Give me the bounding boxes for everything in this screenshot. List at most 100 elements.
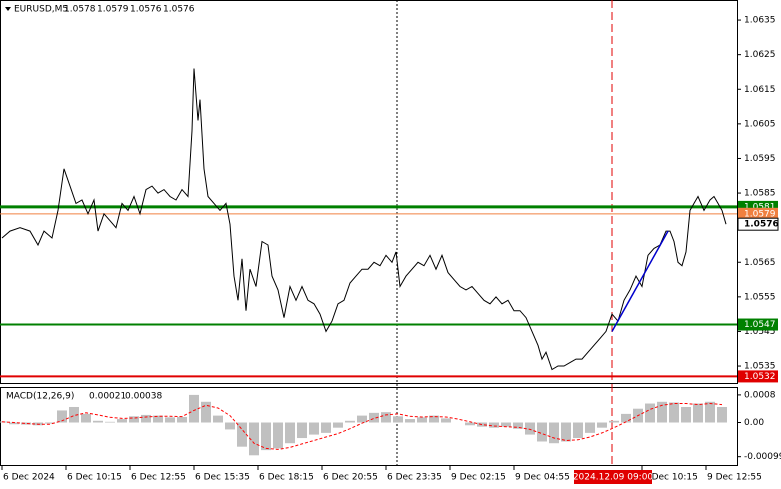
x-tick-label: 6 Dec 12:55 bbox=[131, 473, 186, 483]
level-label-box bbox=[738, 207, 778, 220]
ohlc-value: 1.0576 bbox=[130, 5, 162, 15]
macd-histogram-bar bbox=[21, 422, 31, 425]
indicator-title: MACD(12,26,9) bbox=[6, 392, 74, 402]
y-tick-label: 1.0595 bbox=[744, 154, 776, 164]
indicator-value: 0.00021 bbox=[89, 392, 126, 402]
ohlc-value: 1.0579 bbox=[97, 5, 129, 15]
macd-histogram-bar bbox=[189, 394, 199, 423]
macd-histogram-bar bbox=[393, 416, 403, 423]
macd-histogram-bar bbox=[177, 416, 187, 423]
macd-histogram-bar bbox=[405, 419, 415, 423]
menu-triangle bbox=[5, 7, 11, 11]
macd-histogram-bar bbox=[597, 422, 607, 428]
macd-histogram-bar bbox=[477, 422, 487, 427]
y-tick-label: 1.0635 bbox=[744, 16, 776, 26]
cursor-label: 2024.12.09 09:00 bbox=[573, 473, 654, 483]
x-tick-label: 6 Dec 15:35 bbox=[195, 473, 250, 483]
macd-histogram-bar bbox=[297, 422, 307, 439]
macd-histogram-bar bbox=[705, 401, 715, 423]
indicator-value: 0.00038 bbox=[125, 392, 162, 402]
macd-histogram-bar bbox=[441, 418, 451, 423]
macd-histogram-bar bbox=[249, 422, 259, 456]
macd-histogram-bar bbox=[129, 416, 139, 423]
macd-histogram-bar bbox=[285, 422, 295, 444]
x-tick-label: 6 Dec 10:15 bbox=[67, 473, 122, 483]
macd-histogram-bar bbox=[657, 401, 667, 423]
macd-histogram-bar bbox=[513, 422, 523, 429]
macd-histogram-bar bbox=[645, 403, 655, 423]
level-label-box bbox=[738, 318, 778, 331]
y-tick-label: 1.0535 bbox=[744, 362, 776, 372]
x-tick-label: 6 Dec 23:35 bbox=[387, 473, 442, 483]
y-tick-label: 1.0585 bbox=[744, 189, 776, 199]
last-price-label: 1.0576 bbox=[744, 220, 779, 230]
macd-histogram-bar bbox=[237, 422, 247, 447]
macd-histogram-bar bbox=[717, 406, 727, 423]
x-tick-label: 9 Dec 04:55 bbox=[515, 473, 570, 483]
x-tick-label: 9 Dec 10:15 bbox=[643, 473, 698, 483]
macd-histogram-bar bbox=[465, 422, 475, 426]
macd-histogram-bar bbox=[273, 422, 283, 449]
macd-histogram-bar bbox=[537, 422, 547, 442]
cursor-label-box bbox=[574, 470, 652, 484]
level-label: 1.0547 bbox=[744, 320, 776, 330]
macd-histogram-bar bbox=[69, 406, 79, 423]
macd-histogram-bar bbox=[357, 415, 367, 423]
macd-histogram-bar bbox=[225, 422, 235, 430]
y-tick-label: 0.00 bbox=[744, 418, 764, 428]
y-tick-label: 1.0625 bbox=[744, 50, 776, 60]
level-label: 1.0579 bbox=[744, 209, 776, 219]
macd-signal-line bbox=[1, 402, 723, 450]
y-tick-label: -0.00099 bbox=[744, 452, 781, 462]
macd-histogram-bar bbox=[369, 412, 379, 423]
x-tick-label: 6 Dec 18:15 bbox=[259, 473, 314, 483]
macd-histogram-bar bbox=[81, 413, 91, 423]
macd-histogram-bar bbox=[153, 415, 163, 423]
macd-histogram-bar bbox=[489, 422, 499, 428]
level-label-box bbox=[738, 370, 778, 383]
x-tick-label: 9 Dec 02:15 bbox=[451, 473, 506, 483]
macd-histogram-bar bbox=[549, 422, 559, 444]
level-label: 1.0532 bbox=[744, 372, 776, 382]
symbol-title: EURUSD,M5 bbox=[14, 5, 68, 15]
macd-histogram-bar bbox=[93, 420, 103, 423]
macd-histogram-bar bbox=[57, 410, 67, 423]
trend-line bbox=[611, 230, 669, 332]
macd-histogram-bar bbox=[45, 422, 55, 424]
y-tick-label: 1.0555 bbox=[744, 292, 776, 302]
y-tick-label: 1.0565 bbox=[744, 258, 776, 268]
macd-histogram-bar bbox=[681, 406, 691, 423]
macd-histogram-bar bbox=[501, 422, 511, 427]
macd-histogram-bar bbox=[201, 401, 211, 423]
x-tick-label: 6 Dec 20:55 bbox=[323, 473, 378, 483]
macd-histogram-bar bbox=[117, 419, 127, 423]
price-panel-frame bbox=[0, 0, 738, 384]
macd-histogram-bar bbox=[669, 402, 679, 423]
macd-histogram-bar bbox=[345, 420, 355, 423]
macd-histogram-bar bbox=[333, 422, 343, 428]
macd-panel-frame bbox=[0, 387, 738, 466]
x-tick-label: 9 Dec 12:55 bbox=[707, 473, 762, 483]
macd-histogram-bar bbox=[429, 415, 439, 423]
x-tick-label: 6 Dec 2024 bbox=[3, 473, 55, 483]
last-price-box bbox=[737, 217, 779, 231]
macd-histogram-bar bbox=[381, 412, 391, 423]
y-tick-label: 0.0008 bbox=[744, 390, 776, 400]
macd-histogram-bar bbox=[573, 422, 583, 439]
macd-histogram-bar bbox=[621, 413, 631, 423]
macd-histogram-bar bbox=[9, 422, 19, 425]
macd-histogram-bar bbox=[417, 417, 427, 423]
macd-histogram-bar bbox=[165, 417, 175, 423]
ohlc-value: 1.0578 bbox=[64, 5, 96, 15]
macd-histogram-bar bbox=[105, 421, 115, 423]
macd-histogram-bar bbox=[609, 420, 619, 423]
macd-histogram-bar bbox=[141, 414, 151, 423]
macd-histogram-bar bbox=[321, 422, 331, 433]
ohlc-value: 1.0576 bbox=[163, 5, 195, 15]
macd-histogram-bar bbox=[261, 422, 271, 451]
level-label: 1.0581 bbox=[744, 202, 776, 212]
price-line bbox=[1, 68, 727, 371]
y-tick-label: 1.0615 bbox=[744, 85, 776, 95]
macd-histogram-bar bbox=[525, 422, 535, 435]
